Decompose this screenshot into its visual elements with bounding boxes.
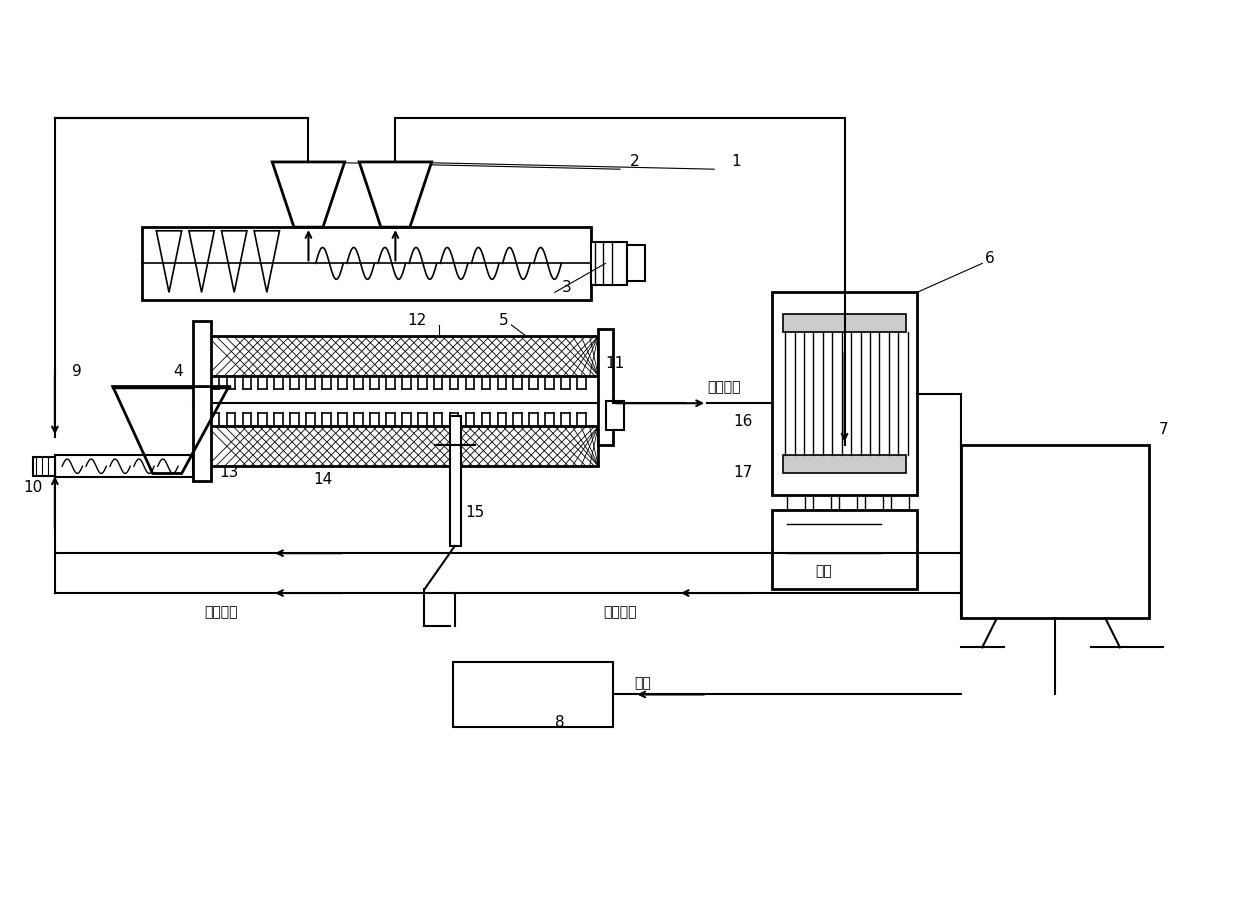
Bar: [782, 455, 906, 474]
Text: 16: 16: [734, 414, 753, 430]
Text: 5: 5: [500, 313, 508, 328]
Text: 固体燃料: 固体燃料: [603, 605, 637, 620]
Text: 7: 7: [1158, 421, 1168, 437]
Bar: [773, 292, 918, 495]
Text: 6: 6: [985, 252, 994, 266]
Bar: [450, 416, 460, 546]
Text: 3: 3: [562, 280, 572, 296]
Bar: [33, 457, 55, 476]
Bar: [598, 329, 613, 444]
Bar: [627, 245, 645, 282]
Text: 固体燃料: 固体燃料: [205, 605, 238, 620]
Bar: [207, 336, 598, 375]
Bar: [773, 509, 918, 589]
Bar: [605, 401, 624, 430]
Text: 15: 15: [465, 505, 485, 520]
Text: 1: 1: [732, 153, 740, 169]
Text: 湿热废气: 湿热废气: [707, 380, 740, 394]
Polygon shape: [273, 162, 345, 227]
Text: 4: 4: [174, 364, 182, 379]
Bar: [192, 321, 211, 481]
Bar: [207, 426, 598, 466]
Text: 14: 14: [314, 473, 332, 487]
Text: 2: 2: [630, 153, 640, 169]
Bar: [782, 314, 906, 332]
Text: 能量: 能量: [635, 677, 651, 690]
Text: 鼓风: 鼓风: [816, 564, 832, 578]
Bar: [55, 455, 192, 477]
Text: 13: 13: [219, 465, 238, 480]
Polygon shape: [360, 162, 432, 227]
Bar: [454, 662, 613, 727]
Bar: [961, 444, 1149, 619]
Text: 11: 11: [605, 356, 625, 372]
Text: 12: 12: [408, 313, 427, 328]
Bar: [141, 227, 591, 299]
Text: 8: 8: [554, 715, 564, 730]
Text: 10: 10: [24, 479, 42, 495]
Text: 17: 17: [734, 465, 753, 480]
Bar: [591, 241, 627, 285]
Text: 9: 9: [72, 364, 82, 379]
